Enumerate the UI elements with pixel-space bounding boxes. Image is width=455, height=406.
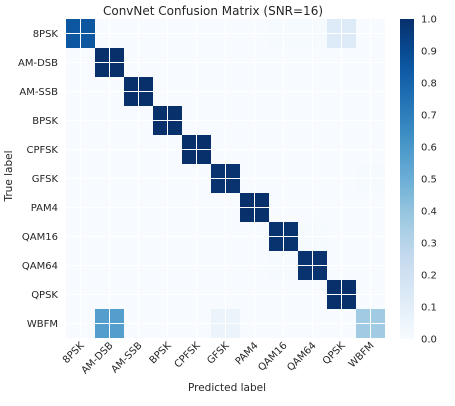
colorbar-tick-label: 0.6	[421, 143, 437, 154]
grid-lines	[66, 19, 385, 338]
colorbar-tick-label: 0.4	[421, 207, 437, 218]
x-tick-label: QPSK	[321, 340, 348, 367]
y-tick-label: AM-DSB	[18, 58, 58, 69]
colorbar-tick-label: 0.8	[421, 79, 437, 90]
x-axis-label: Predicted label	[188, 382, 266, 394]
y-tick-label: BPSK	[32, 116, 58, 127]
colorbar-tick-label: 0.9	[421, 47, 437, 58]
x-tick-label: BPSK	[148, 340, 174, 366]
y-tick-label: 8PSK	[33, 29, 59, 40]
y-tick-label: WBFM	[27, 319, 58, 330]
colorbar-tick-label: 0.1	[421, 303, 437, 314]
y-tick-labels: 8PSK AM-DSB AM-SSB BPSK CPFSK GFSK PAM4 QAM16 QA…	[18, 29, 58, 330]
x-tick-label: AM-DSB	[80, 340, 116, 376]
x-tick-label: QAM64	[285, 340, 318, 373]
y-tick-label: QAM16	[22, 232, 58, 243]
colorbar-tick-label: 1.0	[421, 15, 437, 26]
colorbar-tick-label: 0.7	[421, 111, 437, 122]
y-tick-label: QAM64	[22, 261, 58, 272]
x-tick-label: QAM16	[256, 340, 289, 373]
colorbar-tick-label: 0.0	[421, 335, 437, 346]
y-tick-label: AM-SSB	[19, 87, 58, 98]
x-tick-label: GFSK	[205, 340, 232, 367]
x-tick-label: CPFSK	[173, 340, 203, 370]
x-tick-label: AM-SSB	[110, 340, 145, 375]
x-tick-label: 8PSK	[61, 340, 87, 366]
y-tick-label: PAM4	[31, 203, 58, 214]
x-tick-label: PAM4	[234, 340, 261, 367]
colorbar-tick-label: 0.5	[421, 175, 437, 186]
y-tick-label: CPFSK	[27, 145, 59, 156]
y-tick-label: GFSK	[32, 174, 59, 185]
colorbar-tick-label: 0.2	[421, 271, 437, 282]
y-axis-label: True label	[3, 150, 15, 202]
colorbar-tick-labels: 0.0 0.1 0.2 0.3 0.4 0.5 0.6 0.7 0.8 0.9 1.0	[421, 15, 437, 346]
y-tick-label: QPSK	[31, 290, 58, 301]
colorbar	[400, 19, 414, 339]
chart-title: ConvNet Confusion Matrix (SNR=16)	[103, 4, 323, 18]
x-tick-label: WBFM	[347, 340, 377, 370]
colorbar-tick-label: 0.3	[421, 239, 437, 250]
